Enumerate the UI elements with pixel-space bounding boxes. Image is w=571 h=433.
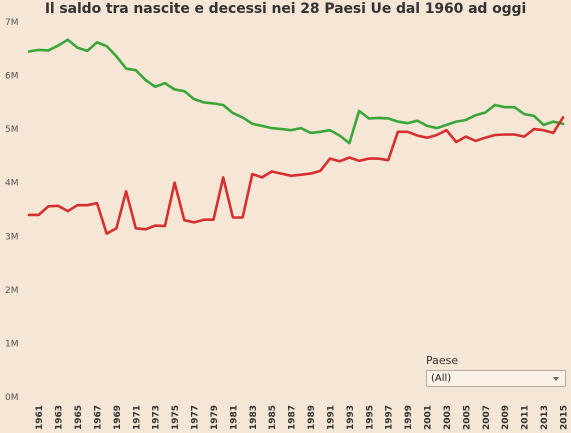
x-tick-label: 1989: [307, 405, 317, 430]
x-tick-label: 1971: [132, 405, 142, 430]
x-tick-label: 2013: [540, 405, 550, 430]
filter-label: Paese: [426, 354, 459, 367]
x-tick-label: 1963: [55, 405, 65, 430]
y-tick-label: 6M: [5, 72, 19, 82]
x-tick-label: 1965: [74, 405, 84, 430]
x-tick-label: 1985: [268, 405, 278, 430]
y-tick-label: 5M: [5, 125, 19, 135]
x-tick-label: 2005: [462, 405, 472, 430]
x-tick-label: 1999: [404, 405, 414, 430]
y-tick-label: 7M: [5, 18, 19, 28]
x-tick-label: 1977: [191, 405, 201, 430]
x-tick-label: 1997: [385, 405, 395, 430]
x-tick-label: 1979: [210, 405, 220, 430]
y-tick-label: 0M: [5, 393, 19, 403]
chart-title: Il saldo tra nascite e decessi nei 28 Pa…: [44, 1, 527, 17]
series-line-2: [27, 116, 565, 235]
x-tick-label: 1975: [171, 405, 181, 430]
x-tick-label: 2003: [443, 405, 453, 430]
x-tick-label: 2015: [560, 405, 570, 430]
x-tick-label: 2001: [424, 405, 434, 430]
x-tick-label: 1981: [229, 405, 239, 430]
x-tick-label: 1983: [249, 405, 259, 430]
x-tick-label: 1961: [35, 405, 45, 430]
x-axis: 1961 1963 1965 1967 1969 1971 1973 1975 1977 1979…: [35, 405, 569, 430]
x-tick-label: 1991: [326, 405, 336, 430]
x-tick-label: 1967: [93, 405, 103, 430]
y-tick-label: 4M: [5, 179, 19, 189]
x-tick-label: 2007: [482, 405, 492, 430]
chevron-down-icon[interactable]: [553, 377, 559, 381]
x-tick-label: 2009: [501, 405, 511, 430]
series-line-1: [27, 38, 565, 145]
x-tick-label: 2011: [521, 405, 531, 430]
x-tick-label: 1995: [365, 405, 375, 430]
y-tick-label: 1M: [5, 339, 19, 349]
y-axis: 0M 1M 2M 3M 4M 5M 6M 7M: [5, 18, 19, 403]
x-tick-label: 1987: [288, 405, 298, 430]
x-tick-label: 1973: [152, 405, 162, 430]
country-filter: Paese (All): [426, 354, 566, 387]
x-tick-label: 1993: [346, 405, 356, 430]
filter-selected-value: (All): [431, 373, 452, 384]
country-filter-dropdown[interactable]: (All): [426, 370, 566, 387]
x-tick-label: 1969: [113, 405, 123, 430]
y-tick-label: 3M: [5, 232, 19, 242]
series-layer: [27, 38, 565, 235]
y-tick-label: 2M: [5, 286, 19, 296]
